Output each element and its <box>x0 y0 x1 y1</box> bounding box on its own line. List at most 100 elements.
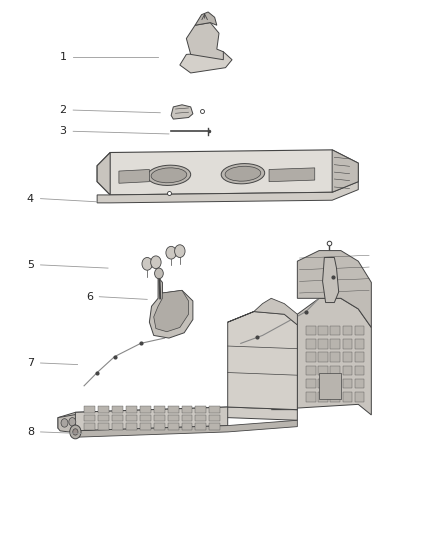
Ellipse shape <box>225 166 261 181</box>
Bar <box>306 366 316 375</box>
Bar <box>182 415 192 421</box>
Text: 3: 3 <box>60 126 67 136</box>
Bar <box>355 352 364 362</box>
Bar <box>126 423 137 430</box>
Bar <box>319 373 341 399</box>
Polygon shape <box>58 413 88 432</box>
Text: 1: 1 <box>60 52 67 62</box>
Bar <box>154 407 165 413</box>
Bar <box>154 415 165 421</box>
Bar <box>140 415 151 421</box>
Bar <box>318 326 328 335</box>
Circle shape <box>175 245 185 257</box>
Bar <box>209 415 220 421</box>
Bar <box>195 415 206 421</box>
Bar <box>330 352 340 362</box>
Bar <box>209 423 220 430</box>
Bar <box>154 423 165 430</box>
Ellipse shape <box>221 164 265 184</box>
Bar <box>355 326 364 335</box>
Bar <box>182 423 192 430</box>
Bar <box>306 392 316 402</box>
Bar <box>140 423 151 430</box>
Polygon shape <box>332 150 358 192</box>
Bar <box>84 415 95 421</box>
Bar <box>318 352 328 362</box>
Ellipse shape <box>151 168 187 183</box>
Polygon shape <box>186 22 223 60</box>
Bar <box>318 392 328 402</box>
Polygon shape <box>97 182 358 203</box>
Text: 5: 5 <box>27 260 34 270</box>
Polygon shape <box>58 407 297 428</box>
Bar <box>306 379 316 389</box>
Bar <box>98 407 109 413</box>
Polygon shape <box>271 298 371 415</box>
Polygon shape <box>97 152 110 195</box>
Text: 2: 2 <box>60 105 67 115</box>
Bar <box>140 407 151 413</box>
Circle shape <box>142 257 152 270</box>
Text: 6: 6 <box>86 292 93 302</box>
Bar <box>209 407 220 413</box>
Bar <box>318 339 328 349</box>
Bar <box>168 423 179 430</box>
Bar <box>84 423 95 430</box>
Bar <box>126 415 137 421</box>
Circle shape <box>166 246 177 259</box>
Polygon shape <box>154 290 188 332</box>
Circle shape <box>70 425 81 439</box>
Bar <box>355 366 364 375</box>
Bar <box>112 407 123 413</box>
Bar <box>182 407 192 413</box>
Bar <box>112 415 123 421</box>
Bar <box>195 423 206 430</box>
Polygon shape <box>228 312 297 410</box>
Polygon shape <box>195 12 217 25</box>
Bar <box>343 392 352 402</box>
Circle shape <box>155 268 163 279</box>
Bar <box>84 407 95 413</box>
Bar <box>306 326 316 335</box>
Polygon shape <box>171 105 193 119</box>
Bar <box>343 339 352 349</box>
Bar <box>318 366 328 375</box>
Bar <box>330 392 340 402</box>
Circle shape <box>69 418 76 426</box>
Circle shape <box>73 429 78 435</box>
Bar <box>168 415 179 421</box>
Text: 7: 7 <box>27 358 34 368</box>
Bar <box>195 407 206 413</box>
Polygon shape <box>75 420 297 437</box>
Bar <box>330 379 340 389</box>
Circle shape <box>61 419 68 427</box>
Bar <box>112 423 123 430</box>
Polygon shape <box>119 169 149 183</box>
Bar <box>355 339 364 349</box>
Polygon shape <box>228 298 297 325</box>
Text: 8: 8 <box>27 427 34 437</box>
Bar <box>306 339 316 349</box>
Polygon shape <box>269 168 315 182</box>
Polygon shape <box>322 257 339 303</box>
Bar <box>330 339 340 349</box>
Bar <box>318 379 328 389</box>
Circle shape <box>151 256 161 269</box>
Bar <box>168 407 179 413</box>
Bar <box>126 407 137 413</box>
Polygon shape <box>97 150 358 195</box>
Polygon shape <box>297 251 371 327</box>
Bar <box>306 352 316 362</box>
Bar <box>343 326 352 335</box>
Text: 4: 4 <box>27 193 34 204</box>
Ellipse shape <box>147 165 191 185</box>
Polygon shape <box>180 52 232 73</box>
Bar <box>355 392 364 402</box>
Bar <box>343 366 352 375</box>
Bar <box>355 379 364 389</box>
Bar <box>330 326 340 335</box>
Polygon shape <box>75 407 228 431</box>
Bar <box>98 423 109 430</box>
Bar <box>343 352 352 362</box>
Polygon shape <box>149 277 193 338</box>
